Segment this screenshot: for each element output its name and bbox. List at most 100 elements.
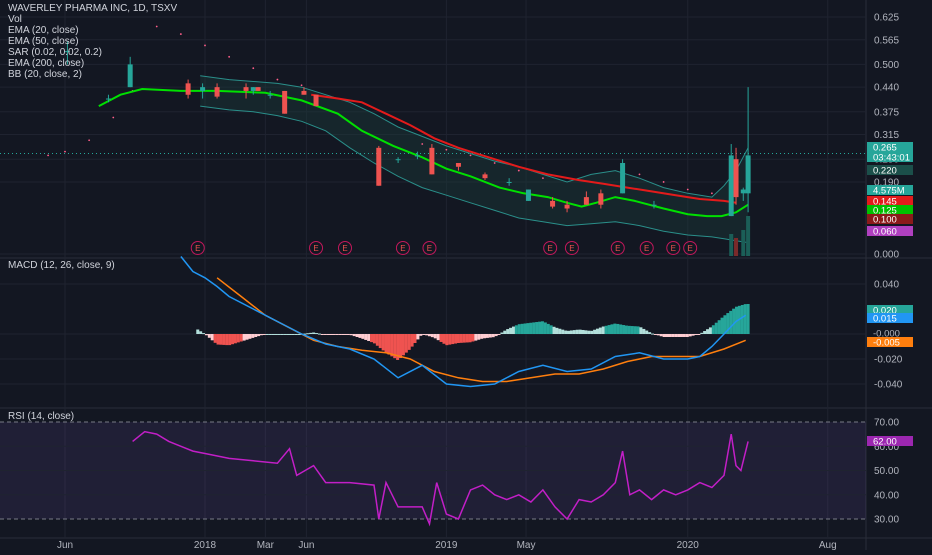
earnings-marker (564, 241, 579, 255)
symbol-title[interactable]: WAVERLEY PHARMA INC, 1D, TSXV (8, 3, 178, 14)
candle-body (267, 94, 273, 96)
earnings-marker-label: E (548, 244, 553, 253)
indicator-bb[interactable]: BB (20, close, 2) (8, 69, 82, 80)
macd-histogram-bar (462, 334, 466, 343)
macd-histogram-bar (598, 327, 602, 334)
candle-body (728, 155, 734, 217)
candle-body (598, 193, 604, 205)
macd-title[interactable]: MACD (12, 26, close, 9) (8, 260, 115, 271)
macd-histogram-bar (477, 334, 481, 340)
macd-tag-bg (867, 313, 913, 323)
earnings-marker-label: E (615, 244, 620, 253)
candle-body (255, 87, 261, 91)
macd-histogram-bar (399, 334, 403, 358)
indicator-sar[interactable]: SAR (0.02, 0.02, 0.2) (8, 47, 102, 58)
macd-histogram-bar (277, 334, 281, 335)
macd-histogram-bar (413, 334, 417, 343)
rsi-axis-tick: 50.00 (874, 466, 899, 477)
macd-histogram-bar (572, 330, 576, 334)
rsi-panel (0, 421, 866, 527)
candle-body (733, 159, 739, 198)
earnings-marker-label: E (688, 244, 693, 253)
bollinger-upper-line (200, 75, 749, 198)
macd-histogram-bar (315, 333, 319, 335)
price-axis-tick: 0.190 (874, 177, 899, 188)
macd-histogram-bar (677, 334, 681, 337)
macd-histogram-bar (291, 334, 295, 335)
macd-histogram-bar (549, 325, 553, 334)
earnings-marker (543, 241, 558, 255)
volume-bar (734, 238, 739, 256)
macd-histogram-bar (236, 334, 240, 343)
macd-histogram-bar (297, 334, 301, 335)
macd-histogram-bar (494, 334, 498, 337)
price-tag: 0.220 (873, 166, 897, 177)
macd-histogram-bar (590, 330, 594, 334)
macd-histogram-bar (726, 313, 730, 334)
macd-histogram-bar (419, 334, 423, 336)
volume-bar (746, 216, 751, 256)
macd-histogram-bar (259, 334, 263, 336)
macd-histogram-bar (204, 334, 208, 336)
macd-histogram-bar (656, 334, 660, 336)
macd-histogram-bar (708, 327, 712, 334)
sar-dot (300, 84, 303, 87)
macd-histogram-bar (535, 322, 539, 334)
macd-histogram-bar (430, 334, 434, 338)
macd-histogram-bar (427, 334, 431, 337)
indicator-ema50[interactable]: EMA (50, close) (8, 36, 79, 47)
sar-dot (228, 55, 231, 58)
macd-histogram-bar (517, 324, 521, 334)
macd-histogram-bar (503, 330, 507, 334)
sar-dot (638, 173, 641, 176)
rsi-title[interactable]: RSI (14, close) (8, 411, 75, 422)
macd-histogram-bar (604, 325, 608, 334)
indicator-ema200[interactable]: EMA (200, close) (8, 58, 85, 69)
macd-histogram-bar (648, 332, 652, 334)
macd-histogram-bar (280, 334, 284, 335)
indicator-vol[interactable]: Vol (8, 14, 22, 25)
price-axis-tick: 0.500 (874, 60, 899, 71)
macd-histogram-bar (529, 322, 533, 334)
sar-dot (155, 25, 158, 28)
macd-histogram-bar (581, 329, 585, 334)
macd-histogram-bar (364, 334, 368, 340)
price-tag-bg (867, 214, 913, 224)
indicator-ema20[interactable]: EMA (20, close) (8, 25, 79, 36)
earnings-marker (639, 241, 654, 255)
macd-histogram-bar (500, 332, 504, 334)
macd-histogram-bar (616, 323, 620, 334)
macd-histogram-bar (343, 334, 347, 335)
sar-dot (179, 33, 182, 35)
macd-histogram-bar (346, 334, 350, 335)
macd-histogram-bar (526, 323, 530, 334)
macd-line (180, 256, 747, 388)
time-axis: Jun 2018 Mar Jun 2019 May 2020 Aug (57, 540, 837, 551)
candle-body (313, 94, 319, 107)
macd-histogram-bar (401, 334, 405, 356)
macd-histogram-bar (532, 322, 536, 334)
macd-histogram-bar (511, 326, 515, 334)
candle-body (620, 162, 626, 194)
candle-body (395, 159, 401, 161)
price-tag: 0.265 (873, 143, 897, 154)
earnings-marker-label: E (644, 244, 649, 253)
earnings-marker-label: E (400, 244, 405, 253)
candle-body (583, 197, 589, 205)
candle-body (651, 204, 657, 206)
price-axis-tick: 0.375 (874, 107, 899, 118)
macd-histogram-bar (422, 334, 426, 335)
macd-histogram-bar (723, 315, 727, 334)
macd-histogram-bar (378, 334, 382, 349)
macd-histogram-bar (222, 334, 226, 345)
macd-histogram-bar (636, 326, 640, 334)
macd-histogram-bar (312, 332, 316, 334)
macd-histogram-bar (433, 334, 437, 339)
sar-dot (276, 78, 279, 81)
macd-tag-bg (867, 305, 913, 315)
macd-histogram-bar (697, 334, 701, 335)
macd-histogram-bar (711, 325, 715, 334)
macd-histogram-bar (523, 323, 527, 334)
macd-histogram-bar (257, 334, 261, 337)
